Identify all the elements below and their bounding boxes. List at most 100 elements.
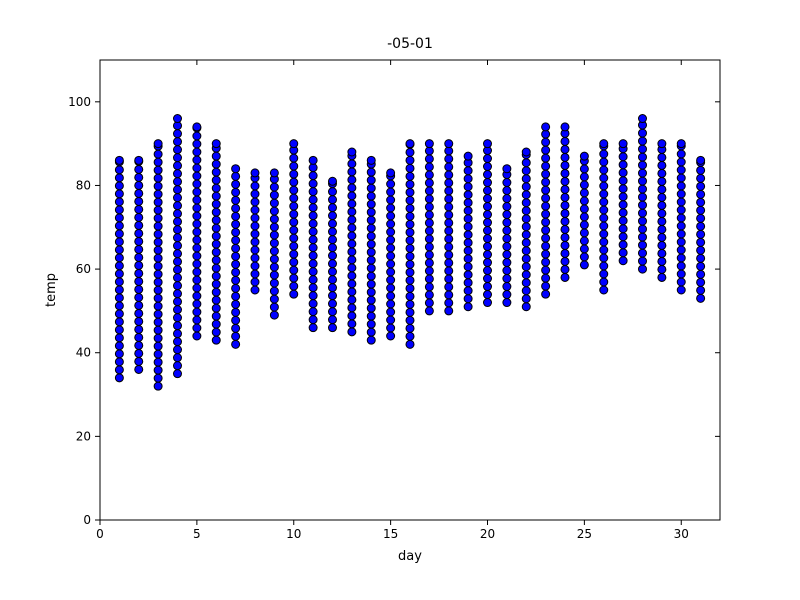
data-point <box>425 259 433 267</box>
data-point <box>154 174 162 182</box>
data-point <box>115 286 123 294</box>
data-point <box>309 252 317 260</box>
data-point <box>542 226 550 234</box>
data-point <box>115 230 123 238</box>
data-point <box>387 324 395 332</box>
data-point <box>348 176 356 184</box>
data-point <box>193 164 201 172</box>
data-point <box>232 212 240 220</box>
data-point <box>348 264 356 272</box>
data-point <box>387 236 395 244</box>
data-point <box>522 183 530 191</box>
data-point <box>193 204 201 212</box>
x-tick-label: 25 <box>577 527 592 541</box>
data-point <box>600 254 608 262</box>
data-point <box>484 187 492 195</box>
data-point <box>309 196 317 204</box>
y-tick-label: 0 <box>83 513 91 527</box>
data-point <box>503 259 511 267</box>
data-point <box>697 222 705 230</box>
data-point <box>639 217 647 225</box>
data-point <box>406 228 414 236</box>
data-point <box>658 241 666 249</box>
data-point <box>639 225 647 233</box>
data-point <box>154 350 162 358</box>
data-point <box>600 246 608 254</box>
data-point <box>329 300 337 308</box>
data-point <box>677 254 685 262</box>
data-point <box>445 267 453 275</box>
data-point <box>290 202 298 210</box>
data-point <box>154 286 162 294</box>
data-point <box>115 174 123 182</box>
data-point <box>174 290 182 298</box>
data-point <box>367 156 375 164</box>
data-point <box>522 191 530 199</box>
data-point <box>697 206 705 214</box>
data-point <box>464 167 472 175</box>
scatter-chart: 051015202530020406080100 -05-01 day temp <box>0 0 800 600</box>
data-point <box>329 260 337 268</box>
data-point <box>561 169 569 177</box>
data-point <box>309 284 317 292</box>
data-point <box>639 209 647 217</box>
data-point <box>193 140 201 148</box>
data-point <box>522 295 530 303</box>
data-point <box>115 254 123 262</box>
data-point <box>561 249 569 257</box>
data-point <box>135 156 143 164</box>
data-point <box>503 283 511 291</box>
data-point <box>600 198 608 206</box>
data-point <box>503 179 511 187</box>
data-point <box>484 211 492 219</box>
data-point <box>600 238 608 246</box>
data-point <box>542 186 550 194</box>
data-point <box>154 366 162 374</box>
data-point <box>387 196 395 204</box>
data-point <box>697 294 705 302</box>
data-point <box>639 169 647 177</box>
data-point <box>367 336 375 344</box>
data-point <box>522 148 530 156</box>
data-point <box>619 233 627 241</box>
data-point <box>251 246 259 254</box>
data-point <box>329 284 337 292</box>
data-point <box>115 302 123 310</box>
data-point <box>619 217 627 225</box>
data-point <box>232 276 240 284</box>
data-point <box>658 153 666 161</box>
data-point <box>464 239 472 247</box>
data-point <box>251 286 259 294</box>
data-point <box>115 246 123 254</box>
data-point <box>251 262 259 270</box>
data-point <box>212 216 220 224</box>
data-point <box>270 231 278 239</box>
data-point <box>697 214 705 222</box>
data-point <box>329 316 337 324</box>
data-point <box>135 253 143 261</box>
data-point <box>135 245 143 253</box>
data-point <box>329 292 337 300</box>
data-point <box>135 221 143 229</box>
data-point <box>309 268 317 276</box>
data-point <box>212 312 220 320</box>
data-point <box>115 334 123 342</box>
data-point <box>658 201 666 209</box>
data-point <box>522 279 530 287</box>
data-point <box>619 209 627 217</box>
data-point <box>367 272 375 280</box>
data-point <box>309 260 317 268</box>
data-point <box>600 222 608 230</box>
data-point <box>600 166 608 174</box>
data-point <box>367 240 375 248</box>
data-point <box>580 261 588 269</box>
data-point <box>348 192 356 200</box>
data-point <box>290 178 298 186</box>
data-point <box>115 222 123 230</box>
data-point <box>290 250 298 258</box>
data-point <box>290 186 298 194</box>
data-point <box>600 158 608 166</box>
data-point <box>329 177 337 185</box>
data-point <box>115 270 123 278</box>
data-point <box>445 140 453 148</box>
